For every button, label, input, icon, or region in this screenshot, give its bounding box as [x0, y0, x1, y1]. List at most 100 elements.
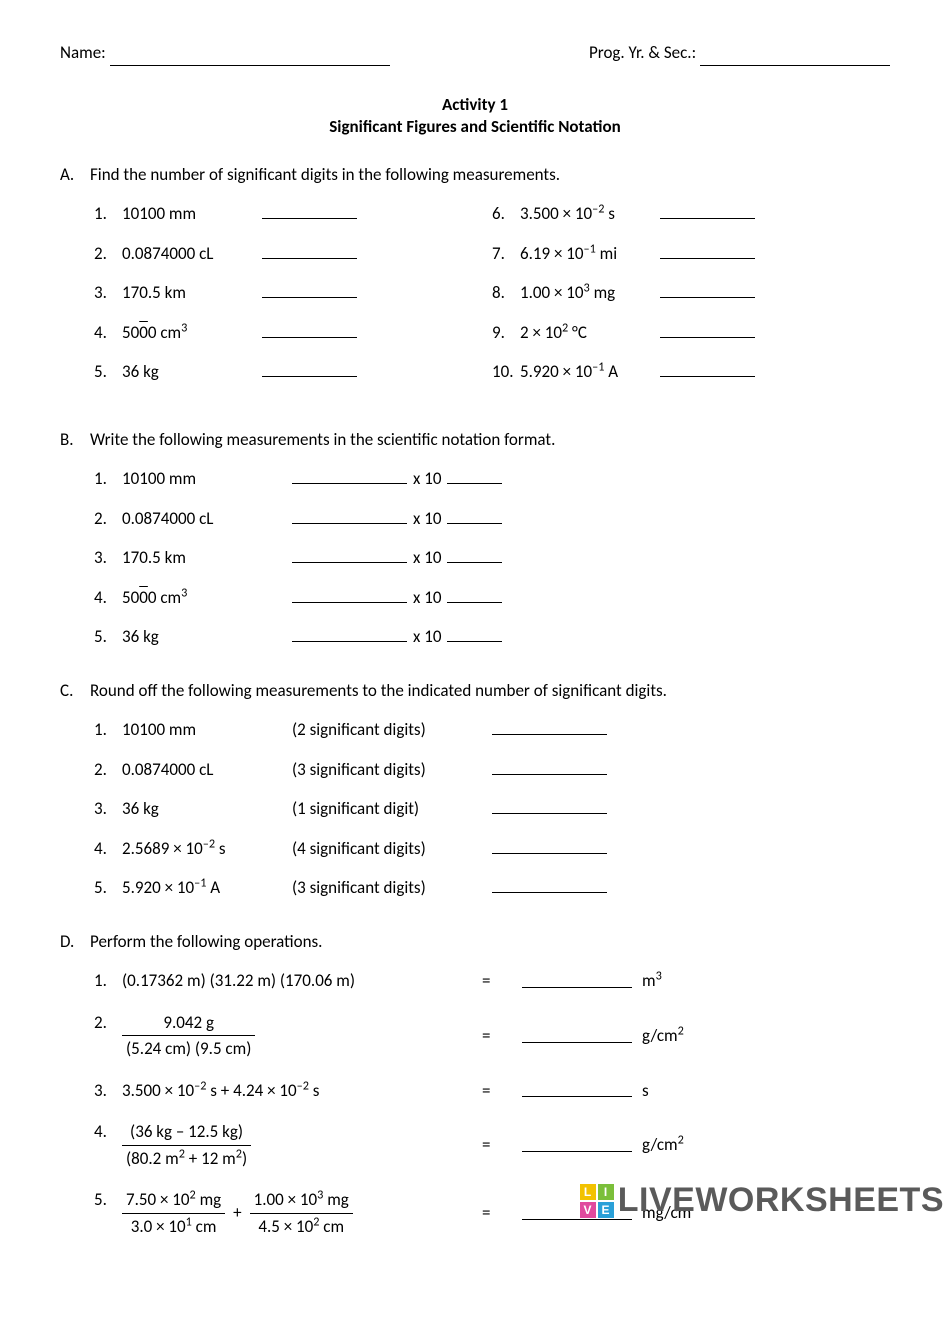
measurement: 0.0874000 cL: [122, 241, 262, 267]
title-line1: Activity 1: [60, 94, 890, 116]
coefficient-blank[interactable]: [292, 589, 407, 603]
list-item: 3.170.5 km: [94, 280, 492, 306]
fraction: (36 kg – 12.5 kg)(80.2 m2 + 12 m2): [122, 1119, 251, 1171]
answer-blank[interactable]: [492, 840, 607, 854]
answer-blank[interactable]: [660, 205, 755, 219]
list-item: 9.2 × 102 °C: [492, 320, 890, 346]
measurement: 6.19 × 10–1 mi: [520, 241, 660, 267]
section-b-label: B.: [60, 427, 90, 453]
measurement: 36 kg: [122, 796, 292, 822]
item-number: 7.: [492, 241, 520, 267]
prog-blank[interactable]: [700, 65, 890, 66]
item-number: 4.: [94, 585, 122, 611]
answer-blank[interactable]: [492, 879, 607, 893]
coefficient-blank[interactable]: [292, 549, 407, 563]
list-item: 2.0.0874000 cL: [94, 241, 492, 267]
sig-digits: (3 significant digits): [292, 875, 492, 901]
answer-blank[interactable]: [660, 363, 755, 377]
answer-blank[interactable]: [262, 284, 357, 298]
item-number: 1.: [94, 201, 122, 227]
unit-label: g/cm2: [642, 1132, 684, 1158]
expression-cell: (0.17362 m) (31.22 m) (170.06 m): [122, 968, 482, 994]
exponent-blank[interactable]: [447, 549, 502, 563]
item-number: 3.: [94, 280, 122, 306]
expression-cell: 9.042 g(5.24 cm) (9.5 cm): [122, 1010, 482, 1062]
item-number: 2.: [94, 506, 122, 532]
x10-label: x 10: [413, 506, 441, 532]
answer-blank[interactable]: [262, 324, 357, 338]
item-number: 2.: [94, 241, 122, 267]
exponent-blank[interactable]: [447, 628, 502, 642]
name-field: Name:: [60, 40, 390, 66]
item-number: 3.: [94, 1078, 122, 1104]
section-a-label: A.: [60, 162, 90, 188]
measurement: 1.00 × 103 mg: [520, 280, 660, 306]
title-block: Activity 1 Significant Figures and Scien…: [60, 94, 890, 138]
item-number: 4.: [94, 320, 122, 346]
list-item: 1.(0.17362 m) (31.22 m) (170.06 m)=m3: [94, 968, 890, 994]
x10-label: x 10: [413, 545, 441, 571]
watermark-badge: LIVE: [580, 1184, 614, 1218]
list-item: 4.2.5689 × 10–2 s(4 significant digits): [94, 836, 890, 862]
name-label: Name:: [60, 42, 106, 63]
expression-cell: 3.500 × 10–2 s + 4.24 × 10–2 s: [122, 1078, 482, 1104]
coefficient-blank[interactable]: [292, 470, 407, 484]
list-item: 8.1.00 × 103 mg: [492, 280, 890, 306]
answer-blank[interactable]: [522, 1083, 632, 1097]
measurement: 0.0874000 cL: [122, 506, 292, 532]
answer-blank[interactable]: [262, 205, 357, 219]
list-item: 1.10100 mm: [94, 201, 492, 227]
measurement: 170.5 km: [122, 545, 292, 571]
item-number: 5.: [94, 1187, 122, 1213]
answer-blank[interactable]: [262, 363, 357, 377]
answer-blank[interactable]: [660, 245, 755, 259]
list-item: 5.5.920 × 10–1 A(3 significant digits): [94, 875, 890, 901]
list-item: 2.0.0874000 cL(3 significant digits): [94, 757, 890, 783]
worksheet-page: Name: Prog. Yr. & Sec.: Activity 1 Signi…: [0, 0, 950, 1337]
answer-blank[interactable]: [492, 800, 607, 814]
equals-sign: =: [482, 968, 522, 994]
name-blank[interactable]: [110, 65, 390, 66]
exponent-blank[interactable]: [447, 589, 502, 603]
fraction: 7.50 × 102 mg3.0 × 101 cm: [122, 1187, 225, 1239]
expression: (0.17362 m) (31.22 m) (170.06 m): [122, 970, 355, 991]
list-item: 3.170.5 kmx 10: [94, 545, 890, 571]
x10-label: x 10: [413, 466, 441, 492]
sig-digits: (4 significant digits): [292, 836, 492, 862]
answer-blank[interactable]: [522, 1029, 632, 1043]
item-number: 4.: [94, 836, 122, 862]
answer-blank[interactable]: [492, 721, 607, 735]
answer-blank[interactable]: [660, 284, 755, 298]
item-number: 5.: [94, 624, 122, 650]
watermark: LIVE LIVEWORKSHEETS: [580, 1181, 944, 1220]
measurement: 10100 mm: [122, 466, 292, 492]
prog-label: Prog. Yr. & Sec.:: [589, 42, 696, 63]
measurement: 36 kg: [122, 624, 292, 650]
answer-blank[interactable]: [660, 324, 755, 338]
exponent-blank[interactable]: [447, 470, 502, 484]
item-number: 2.: [94, 1010, 122, 1036]
answer-blank[interactable]: [262, 245, 357, 259]
coefficient-blank[interactable]: [292, 510, 407, 524]
answer-blank[interactable]: [492, 761, 607, 775]
measurement: 2 × 102 °C: [520, 320, 660, 346]
prog-field: Prog. Yr. & Sec.:: [589, 40, 890, 66]
section-c: C. Round off the following measurements …: [60, 678, 890, 901]
fraction: 1.00 × 103 mg4.5 × 102 cm: [250, 1187, 353, 1239]
list-item: 5.36 kgx 10: [94, 624, 890, 650]
fraction: 9.042 g(5.24 cm) (9.5 cm): [122, 1010, 255, 1062]
equals-sign: =: [482, 1078, 522, 1104]
exponent-blank[interactable]: [447, 510, 502, 524]
list-item: 2.9.042 g(5.24 cm) (9.5 cm)=g/cm2: [94, 1010, 890, 1062]
measurement: 170.5 km: [122, 280, 262, 306]
item-number: 10.: [492, 359, 520, 385]
answer-blank[interactable]: [522, 1138, 632, 1152]
section-a-prompt: Find the number of significant digits in…: [90, 162, 890, 188]
equals-sign: =: [482, 1132, 522, 1158]
list-item: 10.5.920 × 10–1 A: [492, 359, 890, 385]
coefficient-blank[interactable]: [292, 628, 407, 642]
item-number: 9.: [492, 320, 520, 346]
list-item: 5.36 kg: [94, 359, 492, 385]
watermark-text: LIVEWORKSHEETS: [618, 1181, 944, 1220]
answer-blank[interactable]: [522, 974, 632, 988]
